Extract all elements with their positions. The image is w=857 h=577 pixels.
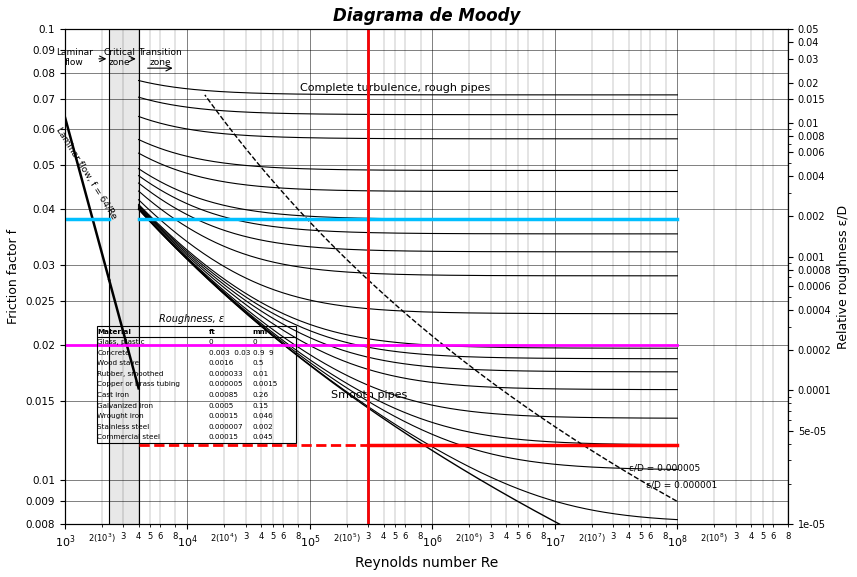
Text: Laminar flow, f = 64/Re: Laminar flow, f = 64/Re [54, 126, 118, 220]
Text: Critical
zone: Critical zone [104, 48, 135, 67]
Text: Roughness, ε: Roughness, ε [159, 314, 224, 324]
Text: Smooth pipes: Smooth pipes [332, 389, 408, 400]
Text: ε/D = 0.000005: ε/D = 0.000005 [629, 463, 700, 473]
X-axis label: Reynolds number Re: Reynolds number Re [355, 556, 498, 570]
Text: Laminar
flow: Laminar flow [56, 48, 93, 67]
Y-axis label: Friction factor f: Friction factor f [7, 229, 20, 324]
Polygon shape [109, 29, 139, 524]
Title: Diagrama de Moody: Diagrama de Moody [333, 7, 520, 25]
Text: Transition
zone: Transition zone [138, 48, 182, 67]
Text: ε/D = 0.000001: ε/D = 0.000001 [645, 481, 716, 490]
Y-axis label: Relative roughness ε/D: Relative roughness ε/D [837, 205, 850, 349]
Text: Complete turbulence, rough pipes: Complete turbulence, rough pipes [300, 83, 490, 93]
